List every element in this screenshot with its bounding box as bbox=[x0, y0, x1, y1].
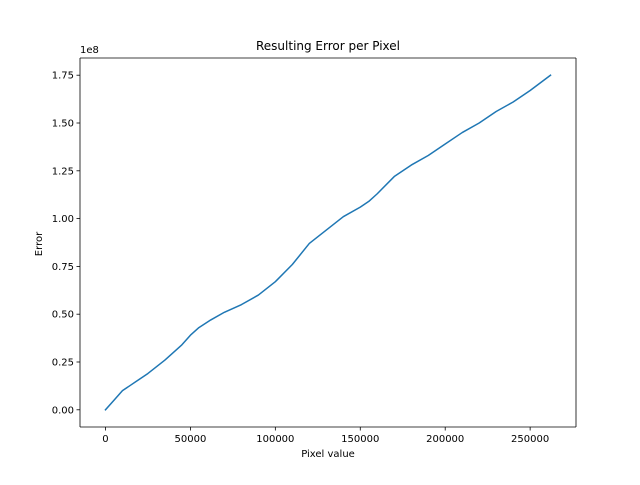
y-tick-label: 0.00 bbox=[52, 405, 74, 416]
x-tick-label: 50000 bbox=[175, 434, 207, 445]
y-tick-label: 1.75 bbox=[52, 71, 74, 82]
y-tick-label: 1.50 bbox=[52, 119, 74, 130]
series-layer bbox=[104, 74, 552, 411]
y-tick-label: 1.25 bbox=[52, 166, 74, 177]
y-tick-label: 0.25 bbox=[52, 357, 74, 368]
x-tick-label: 100000 bbox=[256, 434, 294, 445]
y-axis-label: Error bbox=[34, 231, 45, 256]
x-tick-label: 200000 bbox=[426, 434, 464, 445]
plot-background bbox=[80, 58, 576, 427]
y-tick-label: 0.75 bbox=[52, 262, 74, 273]
series-line-0 bbox=[104, 74, 552, 411]
y-offset-label: 1e8 bbox=[80, 45, 99, 56]
plot-area bbox=[80, 58, 576, 427]
x-tick-label: 250000 bbox=[511, 434, 549, 445]
axes-layer: 0 50000 100000 150000 200000 250000 0.00 0.25 0.… bbox=[52, 57, 577, 445]
x-tick-label: 150000 bbox=[341, 434, 379, 445]
x-tick-label: 0 bbox=[102, 434, 108, 445]
y-tick-label: 0.50 bbox=[52, 310, 74, 321]
x-axis-label: Pixel value bbox=[301, 449, 355, 460]
chart-title: Resulting Error per Pixel bbox=[256, 39, 400, 53]
y-tick-label: 1.00 bbox=[52, 214, 74, 225]
